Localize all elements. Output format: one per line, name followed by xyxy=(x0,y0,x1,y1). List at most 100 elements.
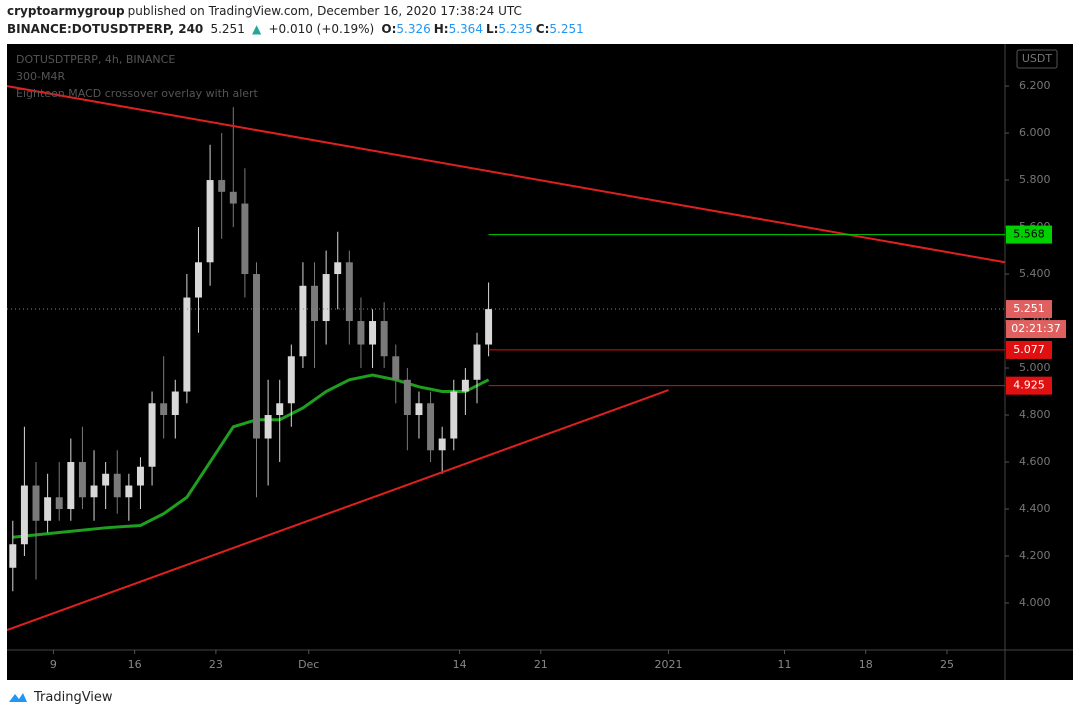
y-tick-label: 4.200 xyxy=(1019,549,1051,562)
candle-body xyxy=(311,285,319,322)
candle-body xyxy=(229,191,237,204)
change: +0.010 (+0.19%) xyxy=(268,22,375,36)
y-tick-label: 6.000 xyxy=(1019,126,1051,139)
candle-body xyxy=(276,403,284,416)
x-tick-label: 2021 xyxy=(654,658,682,671)
y-tick-label: 6.200 xyxy=(1019,79,1051,92)
candle-body xyxy=(357,321,365,345)
legend-text: DOTUSDTPERP, 4h, BINANCE xyxy=(16,53,175,66)
currency-box xyxy=(1016,49,1058,69)
ohlc-key: H: xyxy=(433,22,449,36)
candle-body xyxy=(67,462,75,510)
y-tick-label: 5.400 xyxy=(1019,267,1051,280)
plot xyxy=(7,85,1005,631)
candle-body xyxy=(136,466,144,486)
y-tick-label: 4.600 xyxy=(1019,455,1051,468)
candle-body xyxy=(125,485,133,498)
candle-body xyxy=(113,473,121,498)
x-tick-label: 9 xyxy=(50,658,57,671)
y-tick-label: 5.000 xyxy=(1019,361,1051,374)
candle-body xyxy=(55,497,63,510)
x-tick-label: Dec xyxy=(298,658,319,671)
publisher: cryptoarmygroup xyxy=(7,4,125,18)
candle-body xyxy=(369,321,377,345)
ohlc-key: L: xyxy=(485,22,499,36)
candle-body xyxy=(438,438,446,451)
candle-body xyxy=(450,391,458,439)
legend-text: 300-M4R xyxy=(16,70,65,83)
candle-body xyxy=(392,356,400,380)
candle-body xyxy=(345,262,353,322)
price-tag xyxy=(1006,225,1052,244)
candle-body xyxy=(264,415,272,439)
trendline xyxy=(7,389,669,631)
chart-background xyxy=(7,44,1073,680)
x-tick-label: 11 xyxy=(778,658,792,671)
candle-body xyxy=(194,262,202,298)
candle-body xyxy=(44,497,52,521)
symbol: BINANCE:DOTUSDTPERP, 240 xyxy=(7,22,204,36)
candle-body xyxy=(102,473,110,486)
candle-body xyxy=(183,297,191,392)
candle-body xyxy=(322,274,330,322)
price-tag-label: 5.251 xyxy=(1013,302,1045,315)
y-tick-label: 4.400 xyxy=(1019,502,1051,515)
ohlc-value: 5.251 xyxy=(549,22,584,36)
candle-body xyxy=(9,544,17,568)
header-line-2: BINANCE:DOTUSDTPERP, 240 5.251 ▲ +0.010 … xyxy=(7,22,587,36)
x-tick-label: 25 xyxy=(940,658,954,671)
x-tick-label: 18 xyxy=(859,658,873,671)
candle-body xyxy=(334,262,342,275)
candle-body xyxy=(160,403,168,416)
candle-body xyxy=(427,403,435,451)
price-tag xyxy=(1006,376,1052,395)
price-tag-label: 5.077 xyxy=(1013,343,1045,356)
header-line-1: cryptoarmygroup published on TradingView.… xyxy=(7,4,525,18)
footer-brand: TradingView xyxy=(34,690,113,705)
price-tag xyxy=(1006,340,1052,359)
trendline xyxy=(7,85,1005,264)
candle-body xyxy=(415,403,423,416)
candle-body xyxy=(253,274,260,439)
y-tick-label: 5.800 xyxy=(1019,173,1051,186)
countdown: 02:21:37 xyxy=(1011,322,1060,335)
currency: USDT xyxy=(1022,52,1053,65)
countdown-box xyxy=(1006,320,1066,339)
ohlc-key: C: xyxy=(535,22,550,36)
candle-body xyxy=(20,485,28,545)
x-tick-label: 23 xyxy=(209,658,223,671)
candle-body xyxy=(485,309,493,345)
candle-body xyxy=(461,379,469,392)
price-tag-label: 5.568 xyxy=(1013,228,1045,241)
x-tick-label: 16 xyxy=(128,658,142,671)
price-tag-label: 4.925 xyxy=(1013,379,1045,392)
arrow: ▲ xyxy=(252,22,262,36)
ohlc-value: 5.364 xyxy=(448,22,483,36)
last: 5.251 xyxy=(210,22,245,36)
ohlc-value: 5.235 xyxy=(498,22,533,36)
logo xyxy=(9,693,27,702)
candle-body xyxy=(218,180,226,192)
candle-body xyxy=(287,356,295,404)
candle-body xyxy=(380,321,388,357)
published-text: published on TradingView.com, December 1… xyxy=(127,4,522,18)
candle-body xyxy=(90,485,98,498)
candle-body xyxy=(32,485,40,521)
candle-body xyxy=(206,180,214,263)
candle-body xyxy=(241,203,249,275)
candle-body xyxy=(148,403,156,467)
candle-body xyxy=(403,379,411,416)
legend-text: Eighteen MACD crossover overlay with ale… xyxy=(16,87,259,100)
candle-body xyxy=(171,391,179,416)
x-tick-label: 14 xyxy=(453,658,467,671)
ohlc-key: O: xyxy=(381,22,397,36)
ohlc-value: 5.326 xyxy=(396,22,431,36)
candle-body xyxy=(299,285,307,357)
y-tick-label: 4.800 xyxy=(1019,408,1051,421)
x-tick-label: 21 xyxy=(534,658,548,671)
candle-body xyxy=(78,462,86,498)
candle-body xyxy=(473,344,481,380)
y-tick-label: 4.000 xyxy=(1019,596,1051,609)
